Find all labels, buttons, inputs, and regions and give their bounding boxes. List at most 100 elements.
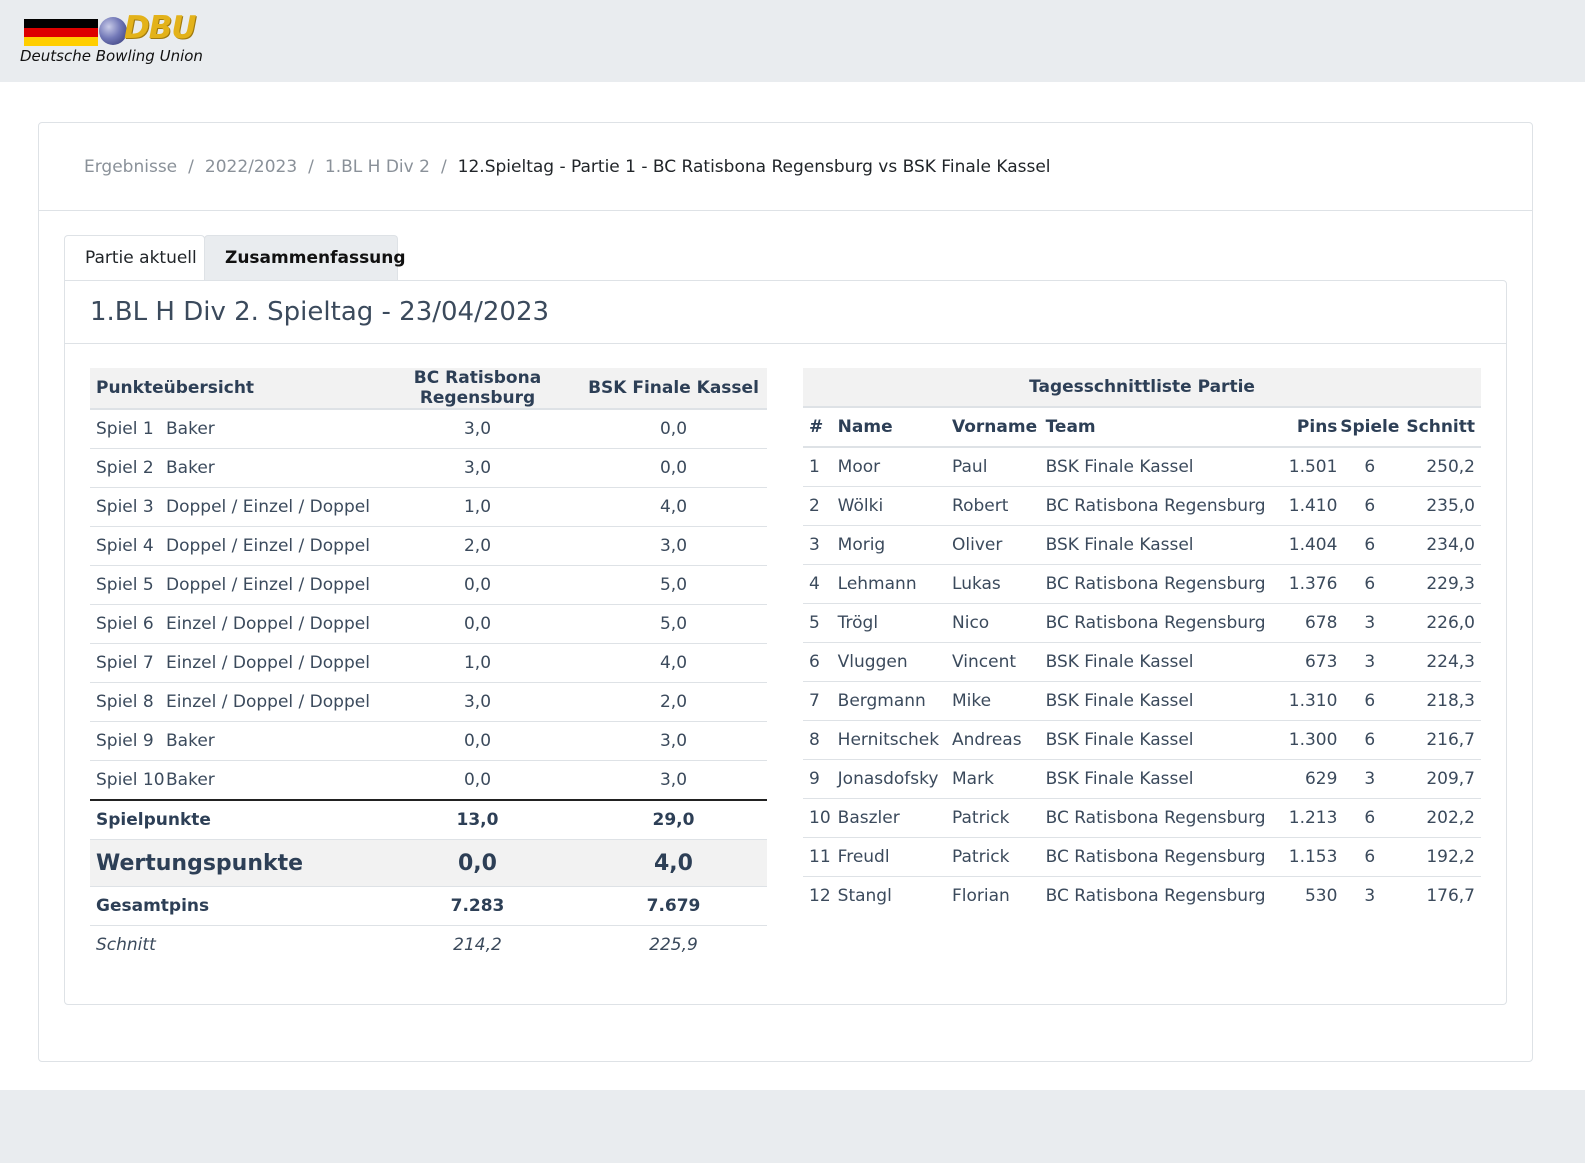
tab-zusammenfassung[interactable]: Zusammenfassung	[204, 235, 406, 281]
player-average: 176,7	[1426, 886, 1475, 906]
player-pins: 1.410	[1265, 486, 1338, 526]
game-label: Spiel 6	[90, 604, 166, 644]
table-row: 7 Bergmann Mike BSK Finale Kassel 1.310 6 218,…	[803, 681, 1481, 721]
player-name: Bergmann	[837, 681, 953, 721]
table-row: Spiel 3 Doppel / Einzel / Doppel 1,0 4,0	[90, 487, 767, 527]
team2-points: 5,0	[580, 604, 767, 644]
player-average: 226,0	[1402, 603, 1481, 643]
top-bar: DBU Deutsche Bowling Union	[0, 0, 1585, 82]
game-label: Spiel 3	[90, 487, 166, 527]
summary-panel: 1.BL H Div 2. Spieltag - 23/04/2023 Punk…	[64, 280, 1507, 1005]
player-rank: 8	[803, 720, 838, 760]
dbu-logo[interactable]: DBU Deutsche Bowling Union	[20, 10, 220, 72]
player-name: Moor	[837, 447, 953, 487]
schnitt-row: Schnitt 214,2 225,9	[90, 926, 767, 965]
logo-subtitle: Deutsche Bowling Union	[20, 47, 203, 65]
player-rank: 7	[803, 681, 838, 721]
player-name: Jonasdofsky	[837, 759, 953, 799]
team2-points: 3,0	[580, 760, 767, 801]
player-name: Hernitschek	[837, 720, 953, 760]
table-row: 10 Baszler Patrick BC Ratisbona Regensburg 1…	[803, 798, 1481, 838]
team2-points: 3,0	[580, 526, 767, 566]
col-pins: Pins	[1265, 407, 1338, 448]
team1-points: 0,0	[375, 604, 580, 644]
team2-points: 4,0	[580, 643, 767, 683]
player-rank: 10	[803, 798, 838, 838]
table-row: Spiel 6 Einzel / Doppel / Doppel 0,0 5,0	[90, 604, 767, 644]
table-row: 12 Stangl Florian BC Ratisbona Regensburg 53…	[803, 877, 1481, 916]
gesamtpins-row: Gesamtpins 7.283 7.679	[90, 886, 767, 926]
player-average: 202,2	[1402, 798, 1481, 838]
player-games: 3	[1364, 886, 1376, 906]
player-pins: 629	[1265, 759, 1338, 799]
player-games: 6	[1337, 564, 1403, 604]
game-label: Spiel 4	[90, 526, 166, 566]
player-firstname: Robert	[952, 486, 1046, 526]
breadcrumb-ergebnisse[interactable]: Ergebnisse	[84, 157, 178, 177]
game-mode: Baker	[166, 721, 375, 761]
player-name: Lehmann	[837, 564, 953, 604]
player-pins: 1.310	[1265, 681, 1338, 721]
breadcrumb-current: 12.Spieltag - Partie 1 - BC Ratisbona Re…	[457, 157, 1051, 177]
game-label: Spiel 2	[90, 448, 166, 488]
breadcrumb-separator: /	[308, 157, 314, 177]
table-row: 3 Morig Oliver BSK Finale Kassel 1.404 6 234,0	[803, 525, 1481, 565]
player-average: 229,3	[1402, 564, 1481, 604]
player-games: 3	[1337, 759, 1403, 799]
wertungspunkte-team1: 0,0	[375, 839, 580, 887]
player-team: BC Ratisbona Regensburg	[1045, 564, 1266, 604]
game-mode: Einzel / Doppel / Doppel	[166, 682, 375, 722]
averages-title-row: Tagesschnittliste Partie	[803, 368, 1481, 408]
player-games: 6	[1337, 681, 1403, 721]
panel-title: 1.BL H Div 2. Spieltag - 23/04/2023	[90, 297, 550, 327]
tab-partie-aktuell[interactable]: Partie aktuell	[64, 235, 205, 281]
player-rank: 3	[803, 525, 838, 565]
spielpunkte-team2: 29,0	[580, 800, 767, 840]
gesamtpins-team2: 7.679	[580, 886, 767, 926]
card-header: Ergebnisse / 2022/2023 / 1.BL H Div 2 / 12.Spi…	[39, 123, 1532, 211]
player-pins: 1.213	[1265, 798, 1338, 838]
player-rank: 9	[803, 759, 838, 799]
player-pins: 678	[1265, 603, 1338, 643]
player-pins: 673	[1265, 642, 1338, 682]
player-games: 6	[1337, 720, 1403, 760]
breadcrumb: Ergebnisse / 2022/2023 / 1.BL H Div 2 / 12.Spi…	[84, 157, 1051, 177]
schnitt-team2: 225,9	[649, 935, 698, 955]
player-average: 250,2	[1402, 447, 1481, 487]
player-rank: 1	[803, 447, 838, 487]
breadcrumb-season[interactable]: 2022/2023	[204, 157, 298, 177]
breadcrumb-league[interactable]: 1.BL H Div 2	[324, 157, 430, 177]
game-mode: Baker	[166, 448, 375, 488]
team1-points: 3,0	[375, 409, 580, 449]
table-row: 5 Trögl Nico BC Ratisbona Regensburg 678 3 226…	[803, 603, 1481, 643]
table-row: Spiel 9 Baker 0,0 3,0	[90, 721, 767, 761]
player-average: 216,7	[1402, 720, 1481, 760]
team2-points: 5,0	[580, 565, 767, 605]
points-table: Punkteübersicht BC Ratisbona Regensburg …	[90, 368, 767, 964]
logo-wordmark: DBU	[124, 10, 197, 46]
player-name: Morig	[837, 525, 953, 565]
team2-points: 0,0	[580, 409, 767, 449]
player-games: 6	[1337, 447, 1403, 487]
player-name: Wölki	[837, 486, 953, 526]
table-row: 6 Vluggen Vincent BSK Finale Kassel 673 3 224,…	[803, 642, 1481, 682]
player-firstname: Paul	[952, 447, 1046, 487]
game-mode: Einzel / Doppel / Doppel	[166, 643, 375, 683]
player-firstname: Mike	[952, 681, 1046, 721]
player-games: 6	[1337, 525, 1403, 565]
game-label: Spiel 1	[90, 409, 166, 449]
main-content: Ergebnisse / 2022/2023 / 1.BL H Div 2 / 12.Spi…	[0, 82, 1585, 1090]
col-team: Team	[1045, 407, 1266, 448]
player-name: Freudl	[837, 837, 953, 877]
player-average: 192,2	[1402, 837, 1481, 877]
player-firstname: Lukas	[952, 564, 1046, 604]
team1-points: 0,0	[375, 565, 580, 605]
player-pins: 1.153	[1265, 837, 1338, 877]
player-rank: 11	[803, 837, 838, 877]
player-rank: 5	[803, 603, 838, 643]
player-rank: 6	[803, 642, 838, 682]
player-pins: 1.404	[1265, 525, 1338, 565]
player-name: Stangl	[837, 886, 892, 906]
table-row: 4 Lehmann Lukas BC Ratisbona Regensburg 1.37…	[803, 564, 1481, 604]
col-schnitt: Schnitt	[1402, 407, 1481, 448]
